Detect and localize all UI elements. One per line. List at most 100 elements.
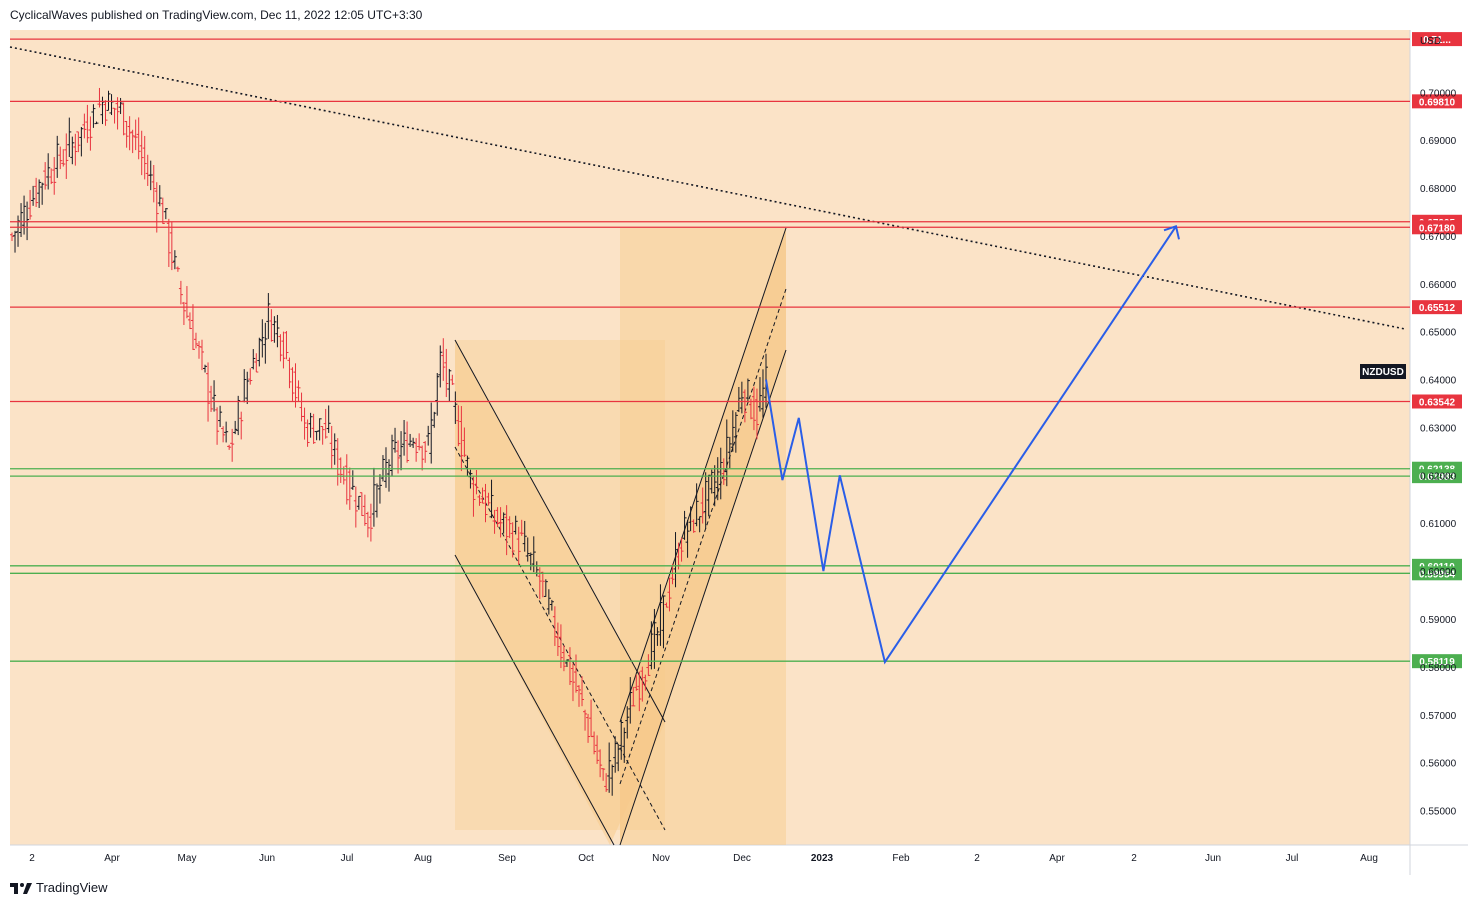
ohlc-bar-down: [504, 505, 509, 556]
ohlc-bar-up: [236, 395, 241, 436]
ohlc-bar-down: [133, 119, 138, 151]
ohlc-bar-up: [661, 595, 666, 649]
ohlc-bar-up: [70, 136, 75, 165]
ohlc-bar-down: [215, 407, 220, 445]
y-tick-label: 0.58000: [1420, 663, 1457, 674]
ohlc-bar-up: [332, 433, 337, 465]
resistance-price-label: 0.67180: [1419, 223, 1456, 234]
ohlc-bar-up: [465, 455, 470, 477]
plot-background: [10, 30, 1410, 845]
ohlc-bar-down: [61, 149, 66, 167]
ohlc-bar-down: [751, 386, 756, 431]
ohlc-bar-down: [483, 483, 488, 523]
resistance-price-label: 0.71...: [1423, 35, 1451, 46]
ohlc-bar-down: [130, 129, 135, 154]
ohlc-bar-up: [257, 337, 262, 367]
ohlc-bar-up: [106, 90, 111, 111]
ohlc-bar-up: [745, 378, 750, 402]
down-channel-upper: [454, 339, 666, 723]
ohlc-bar-up: [429, 402, 434, 464]
x-tick-label: Jun: [259, 853, 275, 864]
ohlc-bar-up: [350, 470, 355, 490]
y-axis: 0.70000 0.69000 0.68000 0.67000 0.66000 0.650…: [1420, 88, 1457, 817]
ohlc-bar-down: [643, 674, 648, 691]
x-tick-label: Oct: [578, 853, 594, 864]
publish-header: CyclicalWaves published on TradingView.c…: [10, 8, 423, 22]
ohlc-bar-up: [697, 516, 702, 533]
ohlc-bar-up: [715, 457, 720, 501]
ohlc-bar-down: [462, 427, 467, 458]
support-price-label: 0.59954: [1419, 569, 1456, 580]
ohlc-bar-down: [552, 606, 557, 646]
ohlc-bar-down: [278, 334, 283, 362]
ohlc-bar-up: [426, 425, 431, 446]
ohlc-bar-up: [374, 483, 379, 518]
ohlc-bar-up: [607, 742, 612, 793]
ohlc-bar-down: [441, 338, 446, 381]
ohlc-bar-up: [260, 319, 265, 358]
up-channel-lower: [619, 349, 787, 846]
ohlc-bar-up: [22, 195, 27, 235]
ohlc-bar-down: [353, 486, 358, 528]
ohlc-bar-down: [151, 165, 156, 203]
ohlc-bar-up: [522, 520, 527, 552]
ohlc-bar-up: [610, 764, 615, 796]
ohlc-bar-down: [595, 735, 600, 764]
ohlc-bar-down: [365, 511, 370, 538]
ohlc-bar-down: [586, 713, 591, 743]
ohlc-bar-up: [712, 465, 717, 507]
candles-layer: [10, 87, 768, 796]
ohlc-bar-down: [311, 413, 316, 444]
ohlc-bar-up: [706, 474, 711, 517]
ohlc-bar-down: [477, 494, 482, 506]
ohlc-bar-down: [209, 385, 214, 412]
ohlc-bar-up: [272, 316, 277, 343]
ohlc-bar-down: [679, 537, 684, 562]
x-tick-label: 2: [974, 853, 980, 864]
ohlc-bar-down: [136, 117, 141, 160]
ohlc-bar-down: [160, 197, 165, 224]
resistance-price-tag: [1412, 220, 1462, 235]
ohlc-bar-down: [82, 113, 87, 139]
ohlc-bar-up: [148, 160, 153, 191]
support-price-label: 0.61983: [1419, 472, 1456, 483]
ohlc-bar-up: [46, 153, 51, 190]
ohlc-bar-up: [37, 179, 42, 208]
resistance-price-tag: [1412, 300, 1462, 315]
symbol-label: NZDUSD: [1362, 367, 1404, 378]
ohlc-bar-up: [682, 510, 687, 540]
y-tick-label: 0.56000: [1420, 759, 1457, 770]
x-tick-label: Aug: [1360, 853, 1378, 864]
ohlc-bar-up: [212, 380, 217, 412]
ohlc-bar-up: [55, 135, 60, 178]
projection-arrowhead: [1163, 225, 1180, 240]
ohlc-bar-down: [664, 602, 669, 608]
ohlc-bar-up: [91, 104, 96, 128]
ohlc-bar-up: [67, 117, 72, 157]
ohlc-bar-down: [169, 221, 174, 271]
ohlc-bar-down: [670, 563, 675, 585]
ohlc-bar-down: [471, 475, 476, 517]
ohlc-bar-up: [718, 447, 723, 500]
ohlc-bar-down: [287, 357, 292, 389]
x-tick-label: Jul: [1286, 853, 1299, 864]
ohlc-bar-down: [290, 367, 295, 401]
tradingview-logo-icon: [10, 882, 32, 894]
ohlc-bar-down: [154, 182, 159, 233]
ohlc-bar-down: [239, 411, 244, 440]
ohlc-bar-down: [456, 405, 461, 447]
ohlc-bar-down: [121, 102, 126, 136]
currency-label: USD: [1420, 36, 1441, 47]
ohlc-bar-down: [507, 516, 512, 539]
ohlc-bar-up: [546, 589, 551, 615]
ohlc-bar-down: [495, 507, 500, 528]
ohlc-bar-up: [275, 314, 280, 348]
up-channel-upper: [619, 227, 787, 723]
ohlc-bar-up: [724, 419, 729, 487]
ohlc-bar-down: [142, 135, 147, 180]
ohlc-bar-down: [420, 445, 425, 471]
x-tick-label: Jun: [1205, 853, 1221, 864]
ohlc-bar-up: [408, 433, 413, 447]
price-chart[interactable]: 0.71...0.698100.672950.671800.655120.635…: [0, 0, 1478, 875]
ohlc-bar-up: [218, 405, 223, 427]
